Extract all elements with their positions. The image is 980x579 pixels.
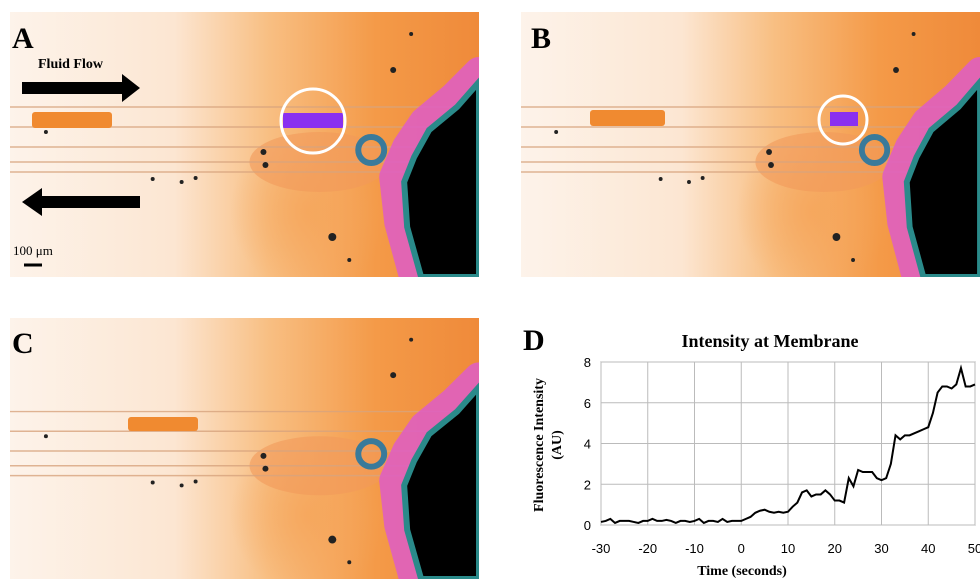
flow-label: Fluid Flow [38, 57, 104, 72]
dye-band [590, 110, 665, 126]
y-tick-label: 4 [584, 437, 591, 452]
x-tick-label: -10 [685, 541, 704, 556]
data-line [600, 364, 976, 525]
arrow-right [22, 74, 140, 102]
highlight-circle [817, 94, 869, 146]
panel-label: A [12, 22, 34, 55]
micrograph-a [10, 12, 479, 292]
y-tick-label: 0 [584, 518, 591, 533]
dye-band [128, 417, 198, 431]
x-tick-label: 20 [828, 541, 842, 556]
x-tick-label: 50 [968, 541, 980, 556]
chart-title: Intensity at Membrane [682, 331, 859, 351]
panel-label: C [12, 327, 34, 360]
x-tick-label: 40 [921, 541, 935, 556]
dye-membrane [830, 112, 858, 126]
y-tick-label: 6 [584, 396, 591, 411]
scale-label: 100 μm [13, 243, 53, 258]
x-tick-label: -30 [592, 541, 611, 556]
arrow-left [22, 188, 140, 216]
x-tick-label: 0 [738, 541, 745, 556]
y-tick-label: 8 [584, 355, 591, 370]
x-tick-label: 30 [874, 541, 888, 556]
y-axis-label: (AU) [550, 430, 565, 460]
y-axis-label: Fluorescence Intensity [532, 378, 547, 512]
y-tick-label: 2 [584, 477, 591, 492]
micrograph-b [521, 12, 980, 292]
highlight-circle [279, 87, 347, 155]
dye-membrane [283, 113, 343, 128]
micrograph-c [10, 318, 479, 579]
panel-label: B [531, 22, 551, 55]
x-tick-label: 10 [781, 541, 795, 556]
panel-label: D [523, 324, 545, 357]
dye-band [32, 112, 112, 128]
x-tick-label: -20 [638, 541, 657, 556]
x-axis-label: Time (seconds) [697, 564, 787, 579]
